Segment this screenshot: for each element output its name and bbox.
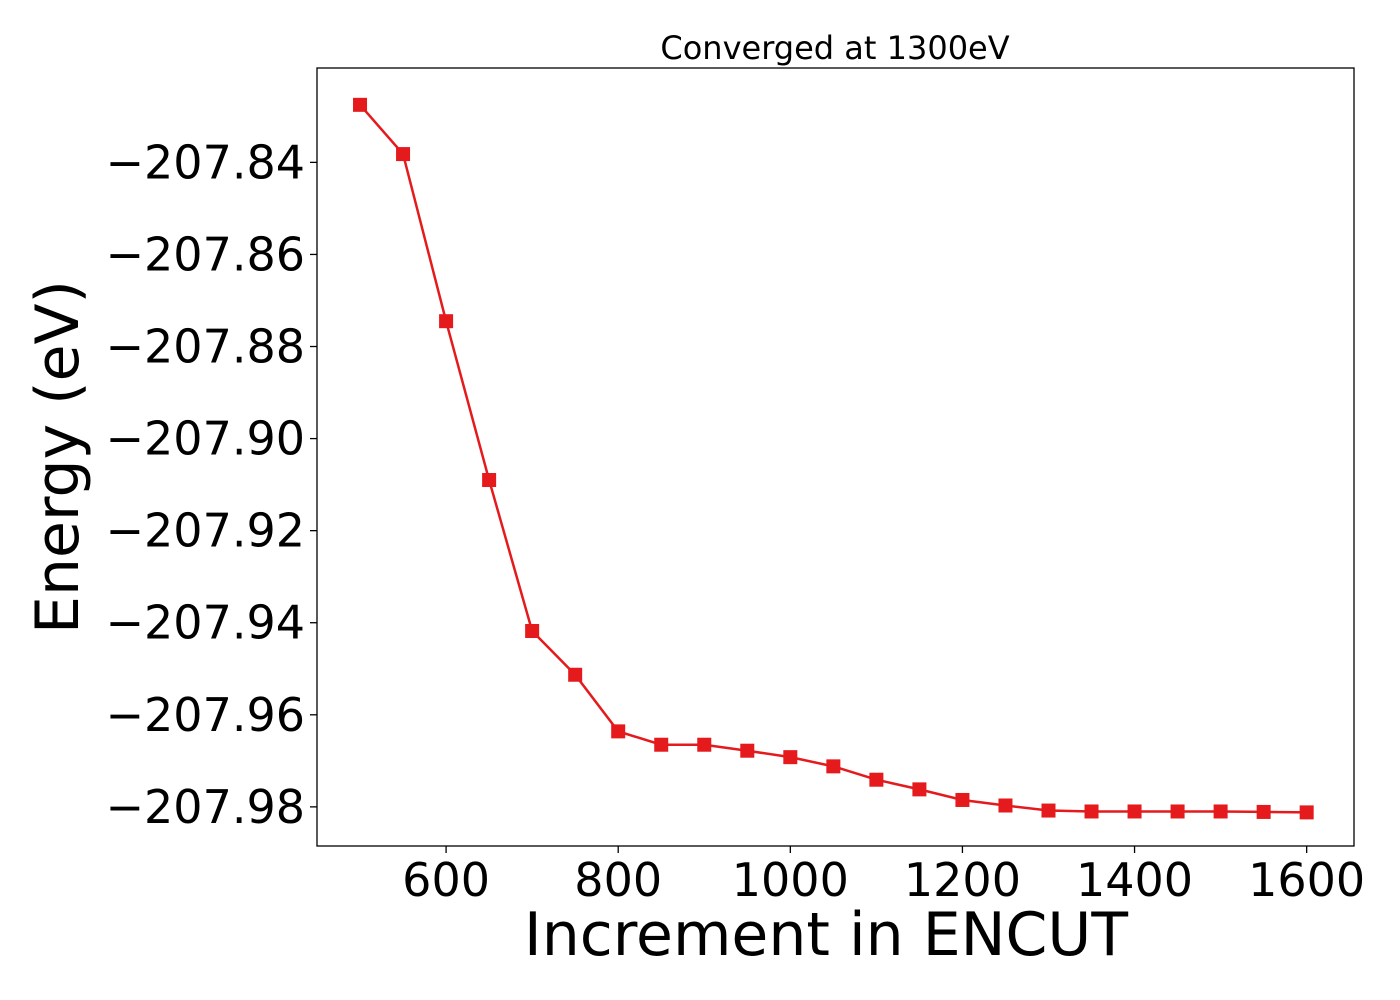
x-tick-label: 600	[402, 853, 490, 907]
data-point	[697, 737, 712, 752]
plot-frame	[316, 67, 1355, 847]
y-tick-label: −207.90	[106, 412, 306, 466]
data-point	[783, 750, 798, 765]
data-point	[525, 624, 540, 639]
y-tick-label: −207.94	[106, 596, 306, 650]
x-tick-label: 1000	[732, 853, 849, 907]
y-axis-label: Energy (eV)	[23, 280, 93, 634]
data-point	[955, 792, 970, 807]
data-point	[740, 743, 755, 758]
data-point	[611, 724, 626, 739]
y-tick-label: −207.86	[106, 227, 306, 281]
x-axis-label: Increment in ENCUT	[524, 900, 1128, 970]
data-point	[826, 759, 841, 774]
x-tick-label: 1400	[1076, 853, 1193, 907]
y-tick-label: −207.92	[106, 504, 306, 558]
data-point	[1084, 804, 1099, 819]
data-point	[439, 314, 454, 329]
y-tick-label: −207.98	[106, 780, 306, 834]
y-tick-label: −207.88	[106, 320, 306, 374]
data-point	[998, 798, 1013, 813]
y-axis: −207.84 −207.86 −207.88 −207.90 −207.92 −207.…	[106, 135, 317, 834]
x-tick-label: 1200	[904, 853, 1021, 907]
data-point	[912, 782, 927, 797]
chart-title: Converged at 1300eV	[660, 29, 1009, 67]
data-point	[1170, 804, 1185, 819]
x-tick-label: 800	[574, 853, 662, 907]
data-point	[1213, 804, 1228, 819]
x-axis: 600 800 1000 1200 1400 1600	[402, 846, 1365, 907]
data-point	[654, 737, 669, 752]
data-point	[1256, 804, 1271, 819]
data-point	[869, 772, 884, 787]
data-point	[1299, 805, 1314, 820]
data-point	[482, 473, 497, 488]
series-group	[353, 97, 1314, 820]
series-line	[359, 104, 1307, 814]
x-tick-label: 1600	[1248, 853, 1365, 907]
y-tick-label: −207.96	[106, 688, 306, 742]
data-point	[1127, 804, 1142, 819]
data-point	[396, 147, 411, 162]
data-point	[353, 97, 368, 112]
y-tick-label: −207.84	[106, 135, 306, 189]
data-point	[568, 667, 583, 682]
data-point	[1041, 803, 1056, 818]
